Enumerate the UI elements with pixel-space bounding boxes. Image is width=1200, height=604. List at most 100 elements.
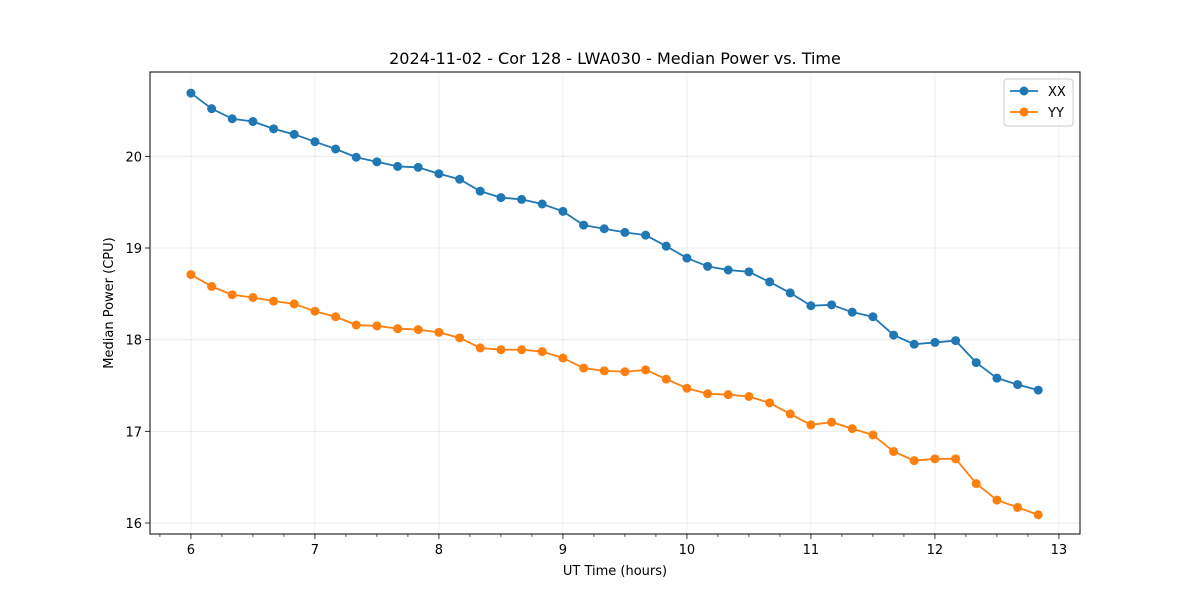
data-point-xx xyxy=(868,312,878,322)
data-point-yy xyxy=(889,447,899,456)
data-point-yy xyxy=(475,343,485,353)
data-point-yy xyxy=(496,345,506,355)
data-point-yy xyxy=(1013,502,1023,512)
data-point-yy xyxy=(186,270,196,280)
data-point-xx xyxy=(413,162,423,172)
data-point-yy xyxy=(661,374,671,384)
data-point-yy xyxy=(785,409,795,419)
data-point-yy xyxy=(413,325,423,335)
data-point-xx xyxy=(310,137,320,147)
data-point-xx xyxy=(207,104,217,114)
data-point-xx xyxy=(227,114,237,124)
data-point-yy xyxy=(1033,510,1043,520)
legend: XX YY xyxy=(1003,78,1074,127)
data-point-xx xyxy=(1013,380,1023,390)
data-point-yy xyxy=(269,296,279,306)
data-point-xx xyxy=(661,241,671,251)
data-point-yy xyxy=(455,333,465,343)
data-point-yy xyxy=(744,392,754,401)
data-point-yy xyxy=(827,417,837,427)
data-point-xx xyxy=(372,157,382,167)
data-point-xx xyxy=(289,129,299,139)
data-point-xx xyxy=(806,301,816,311)
data-point-yy xyxy=(703,389,713,399)
data-point-yy xyxy=(248,293,258,302)
data-point-xx xyxy=(517,194,527,204)
data-point-yy xyxy=(992,495,1002,505)
data-point-yy xyxy=(331,312,341,322)
data-point-xx xyxy=(537,199,547,209)
x-tick-label: 9 xyxy=(559,543,567,558)
x-tick-label: 6 xyxy=(187,543,195,558)
data-point-yy xyxy=(227,290,237,300)
data-point-yy xyxy=(207,282,217,291)
data-point-xx xyxy=(723,265,733,275)
plot-area-frame xyxy=(149,71,1081,535)
data-point-xx xyxy=(930,337,940,347)
legend-marker-xx xyxy=(1019,86,1029,96)
data-point-xx xyxy=(641,230,651,240)
data-point-yy xyxy=(289,299,299,309)
data-point-xx xyxy=(971,358,981,368)
data-point-xx xyxy=(682,253,692,263)
data-point-xx xyxy=(889,330,899,340)
data-point-yy xyxy=(765,398,775,408)
data-point-xx xyxy=(951,336,961,346)
series-group xyxy=(186,88,1043,520)
data-point-yy xyxy=(909,456,919,466)
chart-title: 2024-11-02 - Cor 128 - LWA030 - Median P… xyxy=(389,49,841,68)
x-tick-label: 12 xyxy=(927,543,944,558)
data-point-yy xyxy=(806,420,816,430)
data-point-xx xyxy=(186,88,196,98)
data-point-yy xyxy=(951,454,961,464)
data-point-yy xyxy=(434,327,444,337)
data-point-yy xyxy=(868,430,878,440)
data-point-yy xyxy=(971,479,981,489)
data-point-xx xyxy=(269,124,279,134)
x-tick-label: 7 xyxy=(311,543,319,558)
data-point-xx xyxy=(765,277,775,287)
data-point-xx xyxy=(744,267,754,277)
data-point-xx xyxy=(393,161,403,171)
data-point-yy xyxy=(393,324,403,334)
y-tick-label: 16 xyxy=(125,517,142,532)
data-point-yy xyxy=(517,345,527,355)
x-tick-label: 11 xyxy=(803,543,820,558)
data-point-yy xyxy=(599,366,609,376)
data-point-yy xyxy=(847,424,857,434)
data-point-xx xyxy=(434,169,444,179)
data-point-xx xyxy=(620,227,630,237)
data-point-yy xyxy=(641,365,651,375)
legend-label-yy: YY xyxy=(1047,106,1064,121)
legend-label-xx: XX xyxy=(1048,85,1066,100)
y-tick-label: 17 xyxy=(125,425,142,440)
data-point-yy xyxy=(723,390,733,400)
data-point-yy xyxy=(558,353,568,363)
y-tick-label: 19 xyxy=(125,242,142,257)
data-point-xx xyxy=(909,339,919,349)
data-point-xx xyxy=(248,117,258,126)
data-point-yy xyxy=(310,306,320,316)
data-point-yy xyxy=(579,363,589,373)
x-axis-label: UT Time (hours) xyxy=(563,564,667,579)
data-point-xx xyxy=(558,206,568,216)
axis-ticks: 6 7 8 9 10 11 12 13 16 17 18 19 20 xyxy=(125,150,1067,558)
data-point-xx xyxy=(496,193,506,203)
data-point-yy xyxy=(372,321,382,331)
x-tick-label: 13 xyxy=(1051,543,1068,558)
y-tick-label: 18 xyxy=(125,334,142,349)
data-point-xx xyxy=(599,224,609,234)
x-tick-label: 10 xyxy=(679,543,696,558)
data-point-xx xyxy=(331,144,341,154)
data-point-xx xyxy=(847,307,857,317)
legend-marker-yy xyxy=(1019,107,1029,117)
data-point-xx xyxy=(475,186,485,196)
data-point-yy xyxy=(537,347,547,357)
data-point-xx xyxy=(992,373,1002,383)
data-point-xx xyxy=(1033,385,1043,395)
data-point-xx xyxy=(827,300,837,310)
data-point-yy xyxy=(930,454,940,464)
data-point-xx xyxy=(703,261,713,271)
